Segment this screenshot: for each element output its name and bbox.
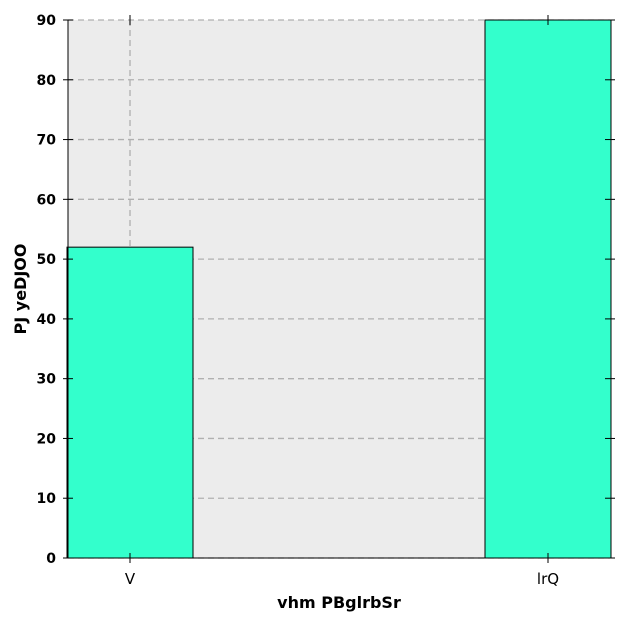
y-tick-label: 60 (37, 192, 57, 208)
y-tick-label: 10 (37, 491, 57, 507)
y-tick-label: 20 (37, 431, 57, 447)
x-tick-label: V (125, 570, 136, 588)
y-tick-label: 50 (37, 252, 57, 268)
y-tick-label: 80 (37, 73, 57, 89)
y-tick-label: 30 (37, 372, 57, 388)
axes (67, 20, 610, 559)
y-tick-label: 0 (46, 551, 56, 567)
y-tick-label: 40 (37, 312, 57, 328)
tick-labels: 0 10 20 30 40 50 60 70 80 90 V lrQ (37, 13, 560, 588)
bars (66, 19, 612, 559)
y-tick-label: 70 (37, 133, 57, 149)
ticks (63, 15, 615, 563)
x-axis-title: vhm PBglrbSr (277, 593, 401, 612)
bar (484, 19, 612, 559)
x-tick-label: lrQ (537, 570, 559, 588)
bar (66, 246, 194, 559)
y-axis-title: PJ yeDJOO (11, 244, 30, 335)
y-tick-label: 90 (37, 13, 57, 29)
